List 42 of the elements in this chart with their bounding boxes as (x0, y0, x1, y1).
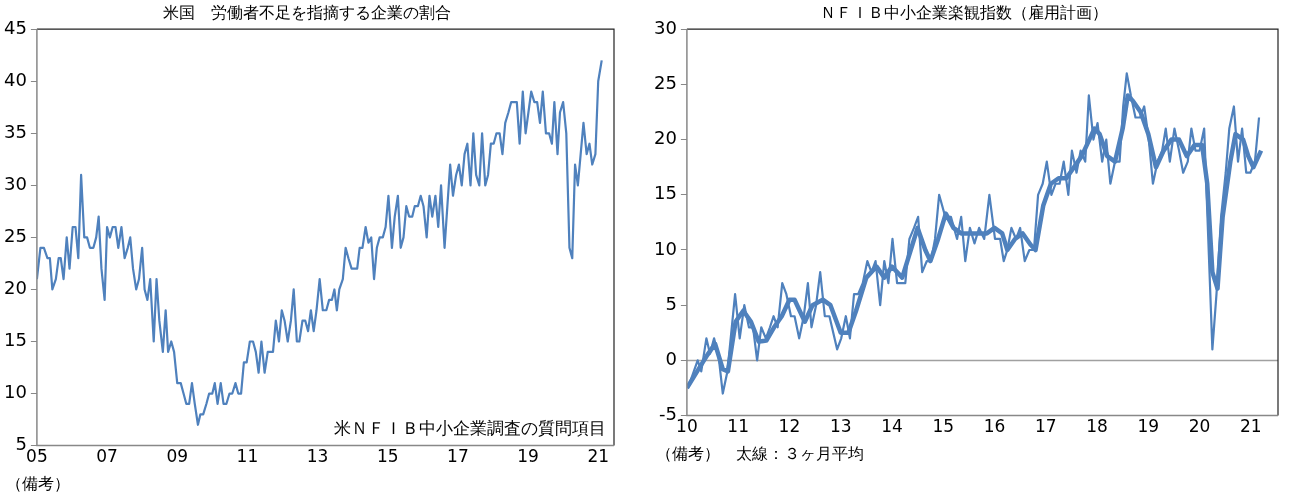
y-tick-label: 30 (654, 16, 677, 38)
y-tick-label: 15 (4, 329, 27, 351)
y-tick-label: 5 (665, 292, 677, 314)
chart-title: ＮＦＩＢ中小企業楽観指数（雇用計画） (820, 2, 1108, 22)
y-tick-label: 40 (4, 68, 27, 90)
y-tick-label: 25 (4, 225, 27, 247)
text: （備考） 太線：３ヶ月平均 (656, 444, 864, 465)
x-tick-label: 17 (1034, 416, 1057, 437)
x-tick-label: 20 (1188, 416, 1211, 437)
y-tick-label: 45 (4, 16, 27, 38)
y-tick-label: 5 (15, 433, 27, 455)
x-tick-label: 11 (727, 416, 749, 437)
y-tick-label: 15 (654, 182, 677, 204)
y-tick-label: 10 (654, 237, 677, 259)
x-tick-label: 12 (778, 416, 801, 437)
x-tick-label: 21 (1240, 416, 1262, 437)
y-tick-label: 25 (654, 72, 677, 94)
y-tick-label: 20 (654, 127, 677, 149)
x-tick-label: 15 (376, 446, 399, 467)
x-tick-label: 17 (447, 446, 469, 467)
x-tick-label: 07 (96, 446, 118, 467)
y-tick-label: -5 (658, 403, 677, 425)
y-tick-label: 20 (4, 277, 27, 299)
x-tick-label: 05 (26, 446, 48, 467)
x-tick-label: 19 (517, 446, 539, 467)
x-tick-label: 14 (881, 416, 903, 437)
x-tick-label: 21 (587, 446, 610, 467)
x-tick-label: 13 (306, 446, 329, 467)
x-tick-label: 18 (1086, 416, 1108, 437)
text: （備考） (6, 474, 70, 495)
x-tick-label: 19 (1137, 416, 1160, 437)
y-tick-label: 35 (4, 120, 27, 142)
annotation: 米ＮＦＩＢ中小企業調査の質問項目 (334, 417, 606, 438)
x-tick-label: 15 (932, 416, 955, 437)
x-tick-label: 11 (236, 446, 259, 467)
x-tick-label: 13 (829, 416, 852, 437)
y-tick-label: 30 (4, 173, 27, 195)
chart-title: 米国 労働者不足を指摘する企業の割合 (163, 2, 451, 22)
y-tick-label: 10 (4, 381, 27, 403)
y-tick-label: 0 (665, 348, 677, 370)
x-tick-label: 16 (983, 416, 1006, 437)
x-tick-label: 09 (166, 446, 189, 467)
